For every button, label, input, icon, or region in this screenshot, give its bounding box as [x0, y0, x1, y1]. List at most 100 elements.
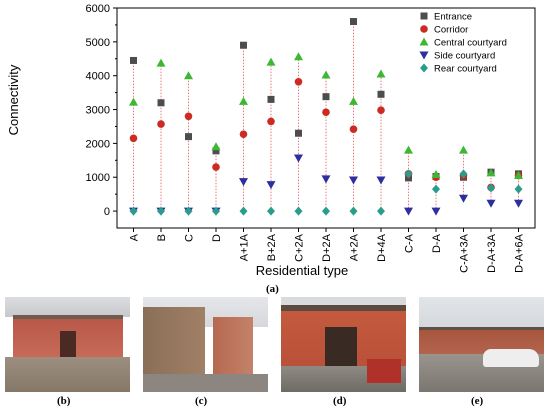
- x-tick-label: D+2A: [321, 233, 333, 261]
- x-tick-label: D-A+3A: [486, 233, 498, 272]
- legend-marker-entrance: [420, 12, 428, 20]
- x-tick-label: A+2A: [349, 233, 361, 261]
- x-tick-label: D-A: [431, 233, 443, 253]
- point-rear-courtyard: [459, 169, 468, 179]
- legend-marker-rear-courtyard: [420, 63, 428, 73]
- x-tick-label: C+2A: [294, 233, 306, 261]
- point-entrance: [377, 90, 385, 98]
- point-central-courtyard: [266, 57, 276, 66]
- point-rear-courtyard: [349, 206, 358, 216]
- y-tick-label: 3000: [86, 105, 110, 117]
- point-rear-courtyard: [377, 206, 385, 216]
- panel-label-e: (e): [471, 395, 484, 407]
- y-tick-label: 5000: [86, 37, 110, 49]
- x-tick-label: C: [184, 234, 196, 242]
- point-rear-courtyard: [432, 184, 440, 194]
- point-side-courtyard: [266, 181, 276, 190]
- x-tick-label: D+4A: [376, 233, 388, 261]
- point-central-courtyard: [404, 145, 413, 154]
- point-central-courtyard: [129, 97, 138, 106]
- point-entrance: [157, 99, 165, 107]
- point-central-courtyard: [459, 145, 468, 154]
- point-side-courtyard: [349, 176, 358, 185]
- point-central-courtyard: [239, 96, 248, 105]
- legend-label-corridor: Corridor: [434, 25, 468, 36]
- point-side-courtyard: [239, 178, 248, 187]
- point-central-courtyard: [294, 52, 303, 61]
- connectivity-chart: 0 1000 2000 3000 4000 5000 6000 A B C D A+1A B+2A C+2…: [6, 3, 536, 278]
- point-corridor: [322, 108, 330, 117]
- point-entrance: [130, 56, 137, 64]
- y-axis-title: Connectivity: [6, 64, 21, 135]
- point-entrance: [267, 95, 275, 103]
- point-side-courtyard: [404, 207, 413, 216]
- legend-marker-corridor: [420, 25, 428, 33]
- x-tick-label: B: [156, 234, 168, 241]
- point-entrance: [295, 129, 302, 137]
- y-tick-label: 6000: [86, 3, 110, 15]
- point-side-courtyard: [486, 199, 496, 208]
- x-tick-label: D: [211, 234, 223, 242]
- point-side-courtyard: [321, 175, 331, 184]
- x-tick-label: C-A+3A: [459, 233, 471, 272]
- x-axis-title: Residential type: [256, 263, 349, 278]
- point-corridor: [294, 77, 303, 86]
- point-rear-courtyard: [514, 184, 523, 194]
- x-tick-label: B+2A: [266, 233, 278, 261]
- point-central-courtyard: [349, 96, 358, 105]
- point-rear-courtyard: [404, 169, 413, 179]
- point-side-courtyard: [376, 176, 386, 185]
- point-central-courtyard: [321, 70, 331, 79]
- point-side-courtyard: [514, 199, 523, 208]
- point-entrance: [240, 41, 247, 49]
- legend-label-rear-courtyard: Rear courtyard: [434, 64, 497, 75]
- x-tick-label: C-A: [404, 233, 416, 253]
- point-corridor: [267, 117, 275, 126]
- point-rear-courtyard: [129, 206, 138, 216]
- panel-label-d: (d): [333, 395, 347, 407]
- point-corridor: [184, 112, 193, 121]
- photo-d: [281, 297, 406, 392]
- point-rear-courtyard: [239, 206, 248, 216]
- point-side-courtyard: [459, 194, 468, 203]
- point-corridor: [377, 106, 385, 115]
- photo-c: [143, 297, 268, 392]
- point-rear-courtyard: [487, 183, 495, 193]
- point-central-courtyard: [486, 168, 496, 177]
- panel-label-c: (c): [195, 395, 208, 407]
- axes: 0 1000 2000 3000 4000 5000 6000 A B C D A+1A B+2A C+2…: [86, 3, 536, 273]
- y-tick-label: 4000: [86, 71, 110, 83]
- point-corridor: [212, 163, 220, 171]
- point-central-courtyard: [514, 171, 523, 180]
- point-corridor: [239, 130, 248, 139]
- legend: Entrance Corridor Central courtyard Side co…: [419, 12, 507, 75]
- point-central-courtyard: [211, 142, 221, 151]
- y-tick-label: 0: [104, 206, 110, 218]
- panel-label-a: (a): [266, 283, 279, 295]
- legend-marker-side-courtyard: [419, 51, 429, 60]
- legend-label-entrance: Entrance: [434, 12, 472, 23]
- photo-b: [5, 297, 130, 392]
- photo-e: [419, 297, 544, 392]
- x-tick-label: D-A+6A: [514, 233, 526, 272]
- legend-marker-central-courtyard: [419, 37, 429, 46]
- point-side-courtyard: [294, 154, 303, 163]
- legend-label-side-courtyard: Side courtyard: [434, 51, 495, 62]
- point-central-courtyard: [376, 69, 386, 78]
- legend-label-central-courtyard: Central courtyard: [434, 38, 507, 49]
- point-rear-courtyard: [294, 206, 303, 216]
- point-rear-courtyard: [267, 206, 275, 216]
- point-rear-courtyard: [322, 206, 330, 216]
- data-markers: [129, 18, 523, 216]
- point-corridor: [157, 120, 165, 128]
- y-tick-label: 2000: [86, 138, 110, 150]
- point-entrance: [212, 147, 220, 155]
- point-entrance: [322, 93, 330, 101]
- point-rear-courtyard: [184, 206, 193, 216]
- point-corridor: [349, 125, 358, 133]
- point-central-courtyard: [156, 58, 166, 67]
- panel-label-b: (b): [57, 395, 71, 407]
- point-central-courtyard: [184, 71, 193, 80]
- point-rear-courtyard: [212, 206, 220, 216]
- x-tick-label: A: [129, 233, 141, 241]
